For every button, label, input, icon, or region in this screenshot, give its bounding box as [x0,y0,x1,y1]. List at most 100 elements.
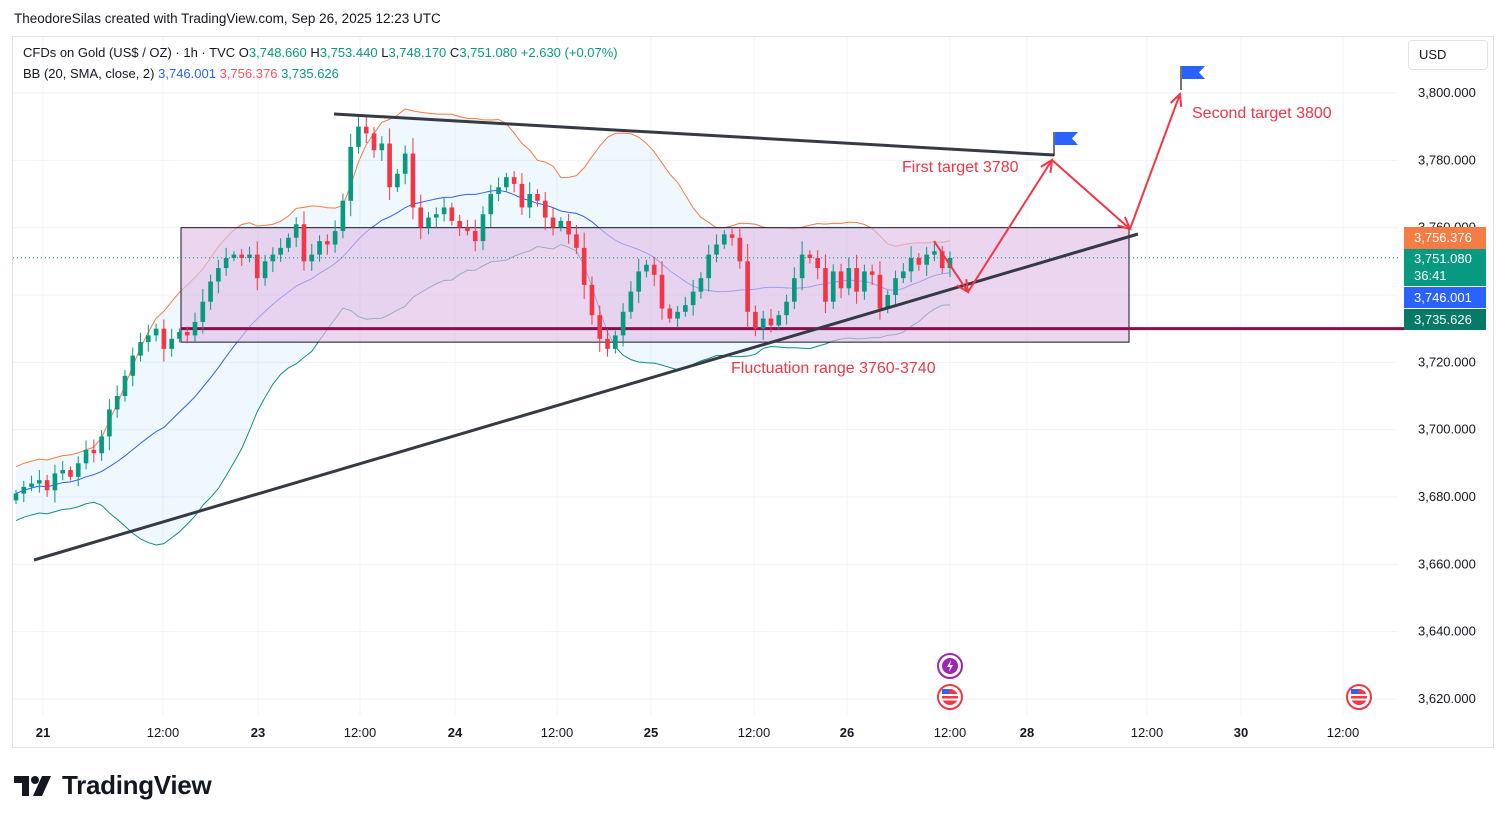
candlesticks [13,115,1398,505]
candle-body [146,335,151,343]
bb-mid-price-tag: 3,746.001 [1404,287,1486,308]
candle-body [231,254,237,258]
symbol-label: CFDs on Gold (US$ / OZ) · 1h · TVC [23,45,236,60]
candle-body [60,470,66,474]
range-box-rect [180,227,1130,343]
candle-body [807,254,813,258]
currency-button[interactable]: USD [1408,40,1488,70]
high-label: H [310,45,320,60]
price-tick-label: 3,700.000 [1418,422,1476,437]
time-tick-label: 12:00 [738,725,771,740]
candle-body [340,200,346,232]
candle-body [177,332,182,339]
symbol-legend: CFDs on Gold (US$ / OZ) · 1h · TVC O3,74… [23,45,618,60]
candle-body [644,264,649,272]
candle-body [200,301,206,322]
candle-body [581,247,587,285]
fluctuation-range-box [180,227,1404,343]
candle-body [418,207,424,228]
change-value: +2.630 (+0.07%) [520,45,618,60]
us-flag-event-icon [1346,684,1372,710]
candle-body [683,305,688,312]
candle-body [184,332,190,336]
candle-body [519,183,525,208]
price-tick-label: 3,620.000 [1418,691,1476,706]
candle-body [309,254,315,262]
icon-canton [1351,689,1358,694]
candle-body [13,493,19,501]
candle-body [91,449,97,454]
candle-body [636,271,641,292]
candle-body [877,274,883,309]
icon-canton [942,689,949,694]
target-flag-icon [1053,132,1078,156]
candle-body [75,463,81,477]
candle-body [784,301,789,316]
candle-body [37,480,42,484]
fluctuation-range-label: Fluctuation range 3760-3740 [731,360,936,377]
projection-arrows: First target 3780 Second target 3800 Fluct… [731,66,1332,377]
first-target-label: First target 3780 [902,159,1019,176]
trend-lines [33,112,1139,562]
candle-body [301,224,307,262]
candle-body [675,311,680,319]
last-price-tag: 3,751.080 36:41 [1404,249,1486,286]
candle-body [433,214,439,218]
candle-body [472,231,478,242]
chart-header: TheodoreSilas created with TradingView.c… [14,11,441,26]
candle-body [387,143,392,188]
candle-body [799,254,805,279]
us-flag-event-icon [937,684,963,710]
target-flag-icon [1180,66,1205,90]
open-label: O [238,45,249,60]
candle-body [838,271,844,289]
candle-body [620,311,626,336]
icon-stripe [942,694,958,696]
candle-body [721,234,727,245]
icon-stripe [1351,698,1367,701]
candle-body [449,207,455,221]
candle-body [659,274,665,309]
candle-body [823,268,828,302]
candle-body [900,271,906,279]
time-tick-label: 23 [251,725,265,740]
candle-body [379,143,385,151]
candle-body [737,237,743,262]
candle-body [706,254,712,279]
candle-body [457,220,462,228]
bolt-glyph [947,660,953,672]
support-trendline [33,232,1139,562]
tradingview-logo[interactable]: TradingView [14,770,212,801]
candle-body [628,291,634,312]
candle-body [939,251,945,269]
candle-body [114,396,120,410]
candle-body [122,375,128,396]
candle-body [768,318,774,326]
price-tick-label: 3,720.000 [1418,354,1476,369]
close-label: C [449,45,460,60]
bb-upper-price-tag: 3,756.376 [1404,227,1486,249]
candle-body [760,318,766,329]
candle-body [363,126,369,134]
price-tick-label: 3,780.000 [1418,152,1476,167]
candle-body [924,254,929,265]
candle-body [589,284,595,316]
high-value: 3,753.440 [319,45,378,60]
candle-body [667,308,673,319]
candle-body [262,261,268,279]
candle-body [426,217,431,228]
candle-body [690,291,696,306]
time-tick-label: 25 [644,725,658,740]
candle-body [68,470,73,477]
open-value: 3,748.660 [248,45,307,60]
candle-body [247,254,252,258]
tradingview-logo-icon [14,775,51,796]
candle-body [395,173,400,188]
candle-body [348,146,353,201]
candle-body [208,281,213,302]
arrow-head [1040,158,1054,174]
countdown-value: 36:41 [1414,268,1447,283]
candle-body [325,241,330,245]
candle-body [496,187,501,194]
